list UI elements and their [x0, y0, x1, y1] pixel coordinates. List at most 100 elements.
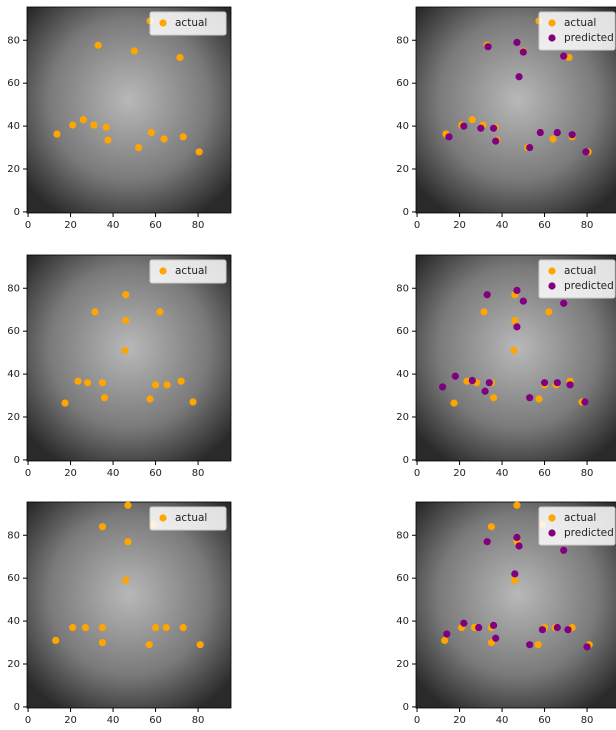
keypoint [196, 641, 204, 649]
x-tick-label: 20 [64, 220, 77, 231]
keypoint [124, 538, 132, 546]
subplot: 0 20 40 60 80 0 20 40 60 80 actual predicted [396, 254, 616, 479]
keypoint [564, 626, 572, 634]
x-tick-label: 80 [581, 468, 594, 479]
keypoint [189, 398, 197, 406]
keypoint [69, 121, 77, 129]
keypoint [79, 116, 87, 124]
keypoint [147, 128, 155, 137]
x-tick-label: 40 [496, 715, 509, 726]
keypoint [553, 623, 561, 632]
x-tick-label: 20 [453, 468, 466, 479]
y-tick-label: 0 [403, 455, 409, 466]
keypoint [526, 143, 534, 152]
x-tick-label: 60 [149, 468, 162, 479]
keypoint [146, 395, 154, 403]
keypoint [513, 533, 521, 542]
y-tick-label: 60 [396, 78, 409, 89]
keypoint [81, 623, 90, 632]
keypoint [483, 538, 491, 546]
legend-marker [548, 34, 556, 42]
keypoint [511, 576, 519, 584]
y-tick-label: 40 [7, 616, 20, 627]
keypoint [492, 137, 500, 145]
legend-label: predicted [564, 280, 614, 292]
subplot: 0 20 40 60 80 0 20 40 60 80 actual [7, 254, 232, 479]
keypoint [583, 643, 591, 651]
x-tick-label: 80 [192, 468, 205, 479]
keypoint [176, 53, 184, 62]
keypoint [468, 116, 476, 124]
keypoint [445, 133, 453, 141]
keypoint [492, 634, 500, 642]
keypoint [160, 135, 168, 143]
keypoint [61, 399, 69, 407]
legend-marker [548, 282, 556, 290]
keypoint [560, 52, 568, 60]
x-tick-label: 40 [496, 468, 509, 479]
keypoint [163, 381, 171, 389]
keypoint [94, 41, 102, 49]
x-tick-label: 0 [25, 220, 31, 231]
keypoint [526, 394, 534, 402]
keypoint [540, 379, 549, 387]
y-tick-label: 60 [396, 326, 409, 337]
y-tick-label: 40 [396, 616, 409, 627]
keypoint [477, 124, 485, 132]
x-tick-label: 60 [538, 220, 551, 231]
face-image [27, 7, 231, 213]
axes-frame [26, 254, 232, 462]
keypoint [487, 523, 496, 531]
legend-label: predicted [564, 527, 614, 539]
x-tick-label: 0 [25, 715, 31, 726]
y-tick-label: 60 [7, 573, 20, 584]
x-tick-label: 80 [192, 715, 205, 726]
x-tick-label: 20 [64, 715, 77, 726]
y-tick-label: 80 [396, 35, 409, 46]
keypoint [481, 387, 489, 395]
y-tick-label: 80 [7, 35, 20, 46]
keypoint [130, 47, 138, 55]
x-tick-label: 80 [581, 220, 594, 231]
keypoint [124, 501, 132, 509]
keypoint [511, 316, 519, 325]
keypoint [98, 638, 107, 647]
keypoint [568, 131, 576, 139]
face-image [27, 502, 231, 708]
y-tick-label: 20 [396, 412, 409, 423]
keypoint [519, 297, 527, 305]
x-tick-label: 60 [149, 220, 162, 231]
keypoint [98, 523, 107, 531]
legend-marker [548, 529, 556, 537]
legend-box [149, 506, 227, 531]
y-tick-label: 60 [396, 573, 409, 584]
y-tick-label: 40 [7, 369, 20, 380]
keypoint [151, 623, 160, 632]
keypoint [450, 399, 458, 407]
keypoint [549, 135, 557, 143]
keypoint [535, 395, 543, 403]
keypoint [460, 122, 468, 130]
keypoint [179, 133, 187, 141]
keypoint [536, 128, 544, 137]
keypoint [526, 641, 534, 649]
axes-frame [415, 6, 616, 214]
keypoint [545, 308, 553, 316]
x-tick-label: 40 [107, 715, 120, 726]
x-tick-label: 20 [64, 468, 77, 479]
keypoint [489, 621, 498, 629]
legend-label: actual [564, 17, 596, 29]
keypoint [156, 308, 164, 316]
legend-marker [159, 19, 167, 27]
y-tick-label: 0 [14, 702, 20, 713]
keypoint [513, 501, 521, 509]
x-tick-label: 80 [192, 220, 205, 231]
keypoint [151, 381, 160, 389]
keypoint [134, 143, 143, 152]
keypoint [510, 346, 518, 355]
y-tick-label: 80 [396, 530, 409, 541]
keypoint [489, 124, 498, 132]
x-tick-label: 20 [453, 220, 466, 231]
y-tick-label: 20 [7, 412, 20, 423]
y-tick-label: 0 [403, 207, 409, 218]
